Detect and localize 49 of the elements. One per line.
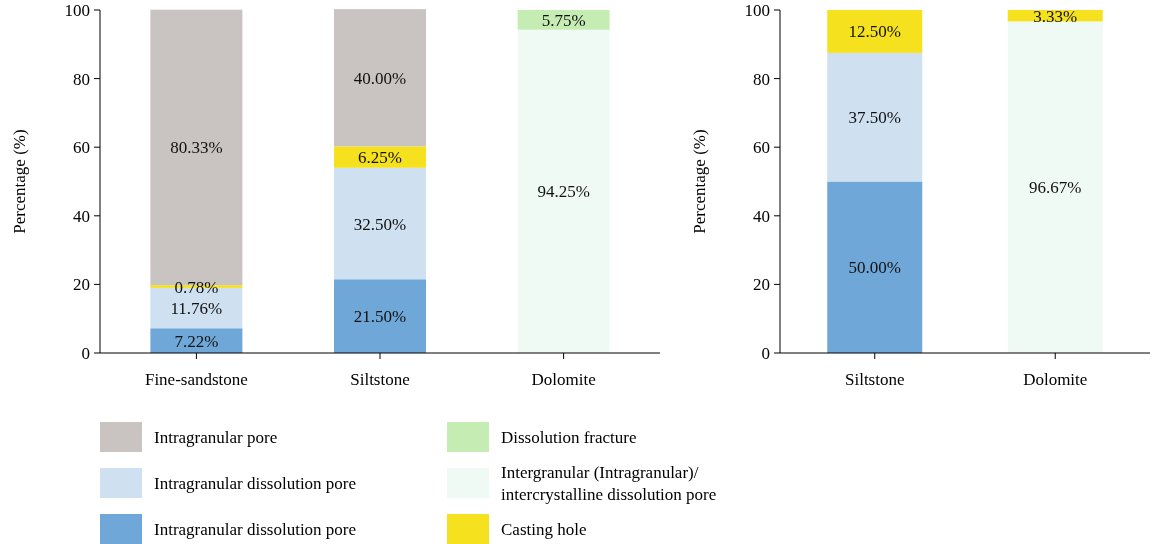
- y-tick-label: 100: [64, 1, 90, 20]
- y-tick-label: 80: [73, 69, 90, 89]
- data-label: 32.50%: [353, 214, 407, 234]
- legend-label: Intergranular (Intragranular)/ intercrystalline dissolution pore: [501, 463, 717, 504]
- bar: [1007, 21, 1103, 353]
- data-label: 5.75%: [541, 10, 586, 30]
- y-tick-label: 40: [73, 206, 90, 226]
- y-tick-label: 100: [744, 1, 770, 20]
- y-tick-label: 20: [753, 275, 770, 295]
- y-tick-label: 0: [761, 344, 770, 363]
- y-tick-label: 80: [753, 69, 770, 89]
- y-tick-label: 60: [73, 138, 90, 158]
- bar: [334, 167, 426, 280]
- data-label: 96.67%: [1029, 178, 1082, 198]
- bar: [517, 29, 610, 353]
- x-tick-label: Siltstone: [845, 370, 905, 389]
- x-tick-label: Dolomite: [531, 370, 596, 389]
- data-label: 7.22%: [174, 331, 219, 351]
- bar: [827, 181, 923, 353]
- bar: [334, 9, 426, 147]
- data-label: 94.25%: [537, 182, 590, 202]
- data-label: 6.25%: [358, 148, 402, 168]
- y-tick-label: 20: [73, 275, 90, 295]
- data-label: 40.00%: [353, 68, 407, 88]
- data-label: 80.33%: [170, 138, 223, 158]
- x-tick-label: Fine-sandstone: [144, 370, 248, 389]
- y-tick-label: 0: [81, 344, 90, 363]
- bar: [334, 146, 426, 168]
- x-tick-label: Siltstone: [350, 370, 410, 389]
- legend-label: Dissolution fracture: [501, 428, 637, 447]
- legend-label: Casting hole: [501, 520, 587, 539]
- bar: [334, 279, 426, 353]
- bar: [517, 10, 610, 30]
- y-axis-title: Percentage (%): [690, 129, 709, 234]
- bar: [827, 52, 923, 182]
- legend-label: Intragranular dissolution pore: [154, 520, 357, 539]
- legend-label: Intragranular dissolution pore: [154, 474, 357, 493]
- data-label: 21.50%: [353, 307, 407, 327]
- bar: [827, 10, 923, 53]
- y-tick-label: 60: [753, 138, 770, 158]
- y-tick-label: 40: [753, 206, 770, 226]
- data-label: 3.33%: [1033, 6, 1078, 26]
- data-label: 12.50%: [848, 22, 901, 42]
- data-label: 50.00%: [848, 258, 901, 278]
- data-label: 11.76%: [170, 299, 223, 319]
- y-axis-title: Percentage (%): [10, 129, 29, 234]
- x-tick-label: Dolomite: [1023, 370, 1088, 389]
- data-label: 37.50%: [848, 108, 901, 128]
- legend-label: Intragranular pore: [154, 428, 278, 447]
